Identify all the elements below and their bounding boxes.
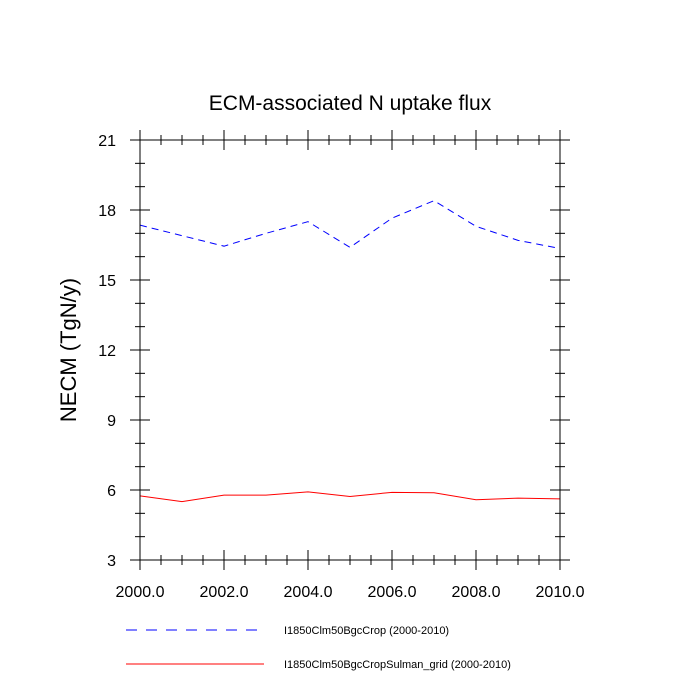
axis-ticks bbox=[130, 130, 570, 570]
y-tick-label: 9 bbox=[107, 413, 116, 430]
series-line-1 bbox=[139, 200, 561, 249]
y-tick-label: 18 bbox=[98, 203, 116, 220]
series-line-2 bbox=[139, 491, 561, 503]
plot-lines bbox=[139, 200, 561, 503]
x-tick-label: 2006.0 bbox=[368, 584, 417, 601]
y-tick-label: 3 bbox=[107, 553, 116, 570]
y-tick-label: 15 bbox=[98, 273, 116, 290]
legend-label-series-2: I1850Clm50BgcCropSulman_grid (2000-2010) bbox=[284, 659, 511, 671]
x-tick-label: 2004.0 bbox=[284, 584, 333, 601]
x-tick-label: 2008.0 bbox=[452, 584, 501, 601]
x-tick-label: 2010.0 bbox=[536, 584, 585, 601]
x-tick-label: 2002.0 bbox=[200, 584, 249, 601]
y-tick-label: 12 bbox=[98, 343, 116, 360]
y-axis-label: NECM (TgN/y) bbox=[56, 278, 81, 422]
x-tick-label: 2000.0 bbox=[116, 584, 165, 601]
y-tick-label: 21 bbox=[98, 133, 116, 150]
chart-title: ECM-associated N uptake flux bbox=[209, 92, 492, 115]
y-tick-labels: 3 6 9 12 15 18 21 bbox=[98, 133, 116, 570]
x-tick-labels: 2000.0 2002.0 2004.0 2006.0 2008.0 2010.0 bbox=[116, 584, 585, 601]
y-tick-label: 6 bbox=[107, 483, 116, 500]
legend: I1850Clm50BgcCrop (2000-2010) I1850Clm50… bbox=[126, 625, 511, 671]
legend-label-series-1: I1850Clm50BgcCrop (2000-2010) bbox=[284, 625, 449, 637]
